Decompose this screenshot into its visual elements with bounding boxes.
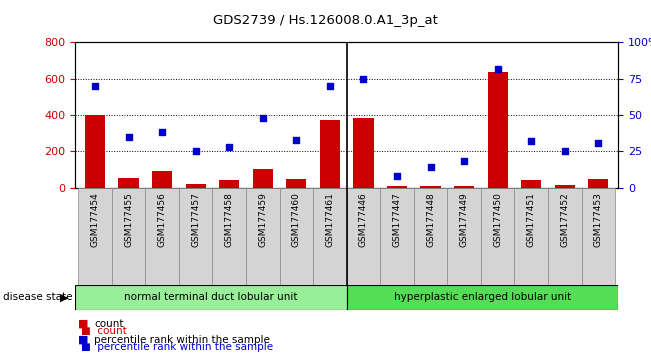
Bar (488, 72, 508, 188)
Text: percentile rank within the sample: percentile rank within the sample (94, 335, 270, 345)
Text: GSM177458: GSM177458 (225, 193, 234, 247)
Text: GSM177451: GSM177451 (527, 193, 536, 247)
Point (191, 149, 201, 154)
Point (526, 138, 536, 144)
Bar (454, 186, 474, 188)
Point (358, 76, 368, 81)
Text: GSM177459: GSM177459 (258, 193, 268, 247)
Text: GDS2739 / Hs.126008.0.A1_3p_at: GDS2739 / Hs.126008.0.A1_3p_at (213, 14, 438, 27)
Bar (353, 118, 374, 188)
Bar (447, 188, 481, 285)
Text: ■: ■ (78, 319, 89, 329)
Bar (313, 188, 346, 285)
Point (291, 137, 301, 143)
Text: ▶: ▶ (60, 292, 68, 302)
Point (392, 173, 402, 179)
Bar (387, 186, 407, 188)
Text: ■: ■ (78, 335, 89, 345)
Bar (118, 178, 139, 188)
Bar (179, 188, 212, 285)
Bar (246, 188, 279, 285)
Bar (421, 186, 441, 188)
Bar (521, 181, 541, 188)
Bar (589, 178, 609, 188)
Text: GSM177449: GSM177449 (460, 193, 469, 247)
Bar (581, 188, 615, 285)
Point (224, 144, 234, 150)
Point (425, 165, 436, 170)
Text: disease state: disease state (3, 292, 73, 302)
Bar (346, 285, 618, 310)
Text: hyperplastic enlarged lobular unit: hyperplastic enlarged lobular unit (394, 292, 571, 302)
Bar (320, 120, 340, 188)
Point (593, 140, 603, 145)
Point (325, 83, 335, 89)
Bar (212, 188, 246, 285)
Bar (514, 188, 548, 285)
Bar (75, 285, 346, 310)
Text: GSM177456: GSM177456 (158, 193, 167, 247)
Text: GSM177457: GSM177457 (191, 193, 200, 247)
Point (90, 83, 100, 89)
Bar (112, 188, 145, 285)
Point (157, 130, 167, 135)
Text: GSM177446: GSM177446 (359, 193, 368, 247)
Bar (145, 188, 179, 285)
Bar (414, 188, 447, 285)
Bar (555, 185, 575, 188)
Text: GSM177453: GSM177453 (594, 193, 603, 247)
Text: GSM177454: GSM177454 (90, 193, 100, 247)
Text: GSM177447: GSM177447 (393, 193, 402, 247)
Text: count: count (94, 319, 124, 329)
Text: GSM177450: GSM177450 (493, 193, 502, 247)
Bar (286, 179, 307, 188)
Bar (219, 181, 240, 188)
Bar (186, 184, 206, 188)
Text: GSM177461: GSM177461 (326, 193, 335, 247)
Bar (548, 188, 581, 285)
Bar (78, 188, 112, 285)
Bar (279, 188, 313, 285)
Bar (152, 171, 172, 188)
Bar (380, 188, 414, 285)
Point (258, 115, 268, 121)
Text: GSM177448: GSM177448 (426, 193, 435, 247)
Text: normal terminal duct lobular unit: normal terminal duct lobular unit (124, 292, 298, 302)
Point (459, 159, 469, 164)
Text: ■  count: ■ count (81, 326, 127, 336)
Text: GSM177460: GSM177460 (292, 193, 301, 247)
Text: GSM177455: GSM177455 (124, 193, 133, 247)
Bar (85, 115, 105, 188)
Text: GSM177452: GSM177452 (561, 193, 569, 247)
Point (123, 134, 133, 140)
Point (492, 66, 503, 72)
Bar (481, 188, 514, 285)
Text: ■  percentile rank within the sample: ■ percentile rank within the sample (81, 342, 273, 352)
Point (560, 149, 570, 154)
Bar (346, 188, 380, 285)
Bar (253, 169, 273, 188)
